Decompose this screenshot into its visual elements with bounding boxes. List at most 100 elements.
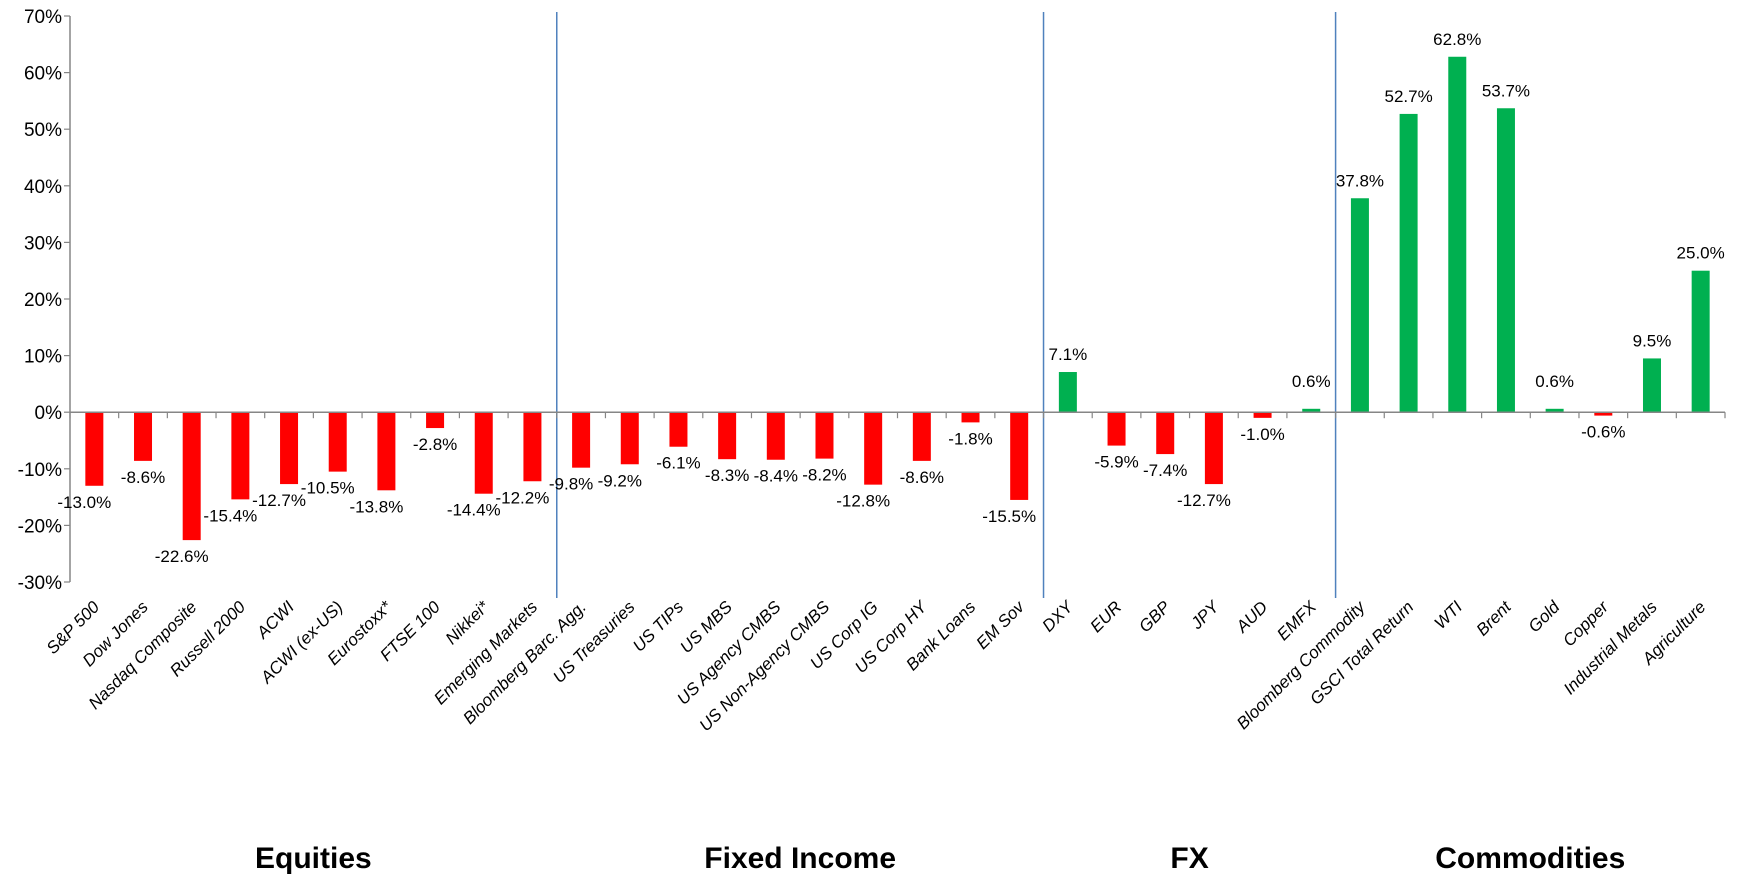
bar [572,412,591,468]
bar [1350,198,1369,413]
data-label: -14.4% [447,501,501,520]
y-tick-label: 20% [24,290,62,311]
group-label: Commodities [1435,842,1625,875]
data-label: -13.0% [57,493,111,512]
bar [85,412,104,486]
bar [669,412,688,447]
bar [1545,408,1564,413]
bar [182,412,201,541]
data-label: -13.8% [349,497,403,516]
bar [1302,408,1321,413]
bar [1594,412,1613,416]
bar [1496,108,1515,413]
data-label: -10.5% [301,479,355,498]
y-tick-label: 0% [35,403,63,424]
category-label: GBP [1135,597,1174,636]
y-tick-label: 60% [24,64,62,85]
bar [231,412,250,500]
y-tick-label: 40% [24,177,62,198]
y-tick-label: 50% [24,120,62,141]
data-label: -7.4% [1143,461,1187,480]
y-tick-label: 10% [24,347,62,368]
bar [1691,270,1710,413]
category-label: Gold [1525,597,1564,636]
bar [1253,412,1272,418]
data-label: 7.1% [1048,345,1087,364]
data-label: -8.4% [754,467,798,486]
axes [64,15,1726,583]
data-label: 52.7% [1385,87,1433,106]
bar [766,412,785,460]
bar [377,412,396,491]
bar [426,412,445,429]
data-labels: -13.0%-8.6%-22.6%-15.4%-12.7%-10.5%-13.8… [57,30,1724,566]
bar [1010,412,1029,500]
data-label: -2.8% [413,435,457,454]
data-label: -15.5% [982,507,1036,526]
category-label: AUD [1232,597,1272,637]
bar [961,412,980,423]
data-label: -1.8% [948,429,992,448]
data-label: 9.5% [1633,331,1672,350]
data-label: -9.2% [598,471,642,490]
bar [1204,412,1223,485]
category-label: ACWI [252,597,298,643]
y-tick-label: 70% [24,7,62,28]
bar [280,412,299,485]
group-label: FX [1170,842,1208,875]
bar [1399,113,1418,413]
data-label: 53.7% [1482,81,1530,100]
bar [1107,412,1126,446]
bar [1058,372,1077,413]
bar [328,412,347,472]
data-label: 25.0% [1677,244,1725,263]
bar [523,412,542,482]
data-label: -0.6% [1581,423,1625,442]
data-label: -6.1% [656,454,700,473]
data-label: -8.6% [900,468,944,487]
data-label: -12.7% [252,491,306,510]
y-axis-tick-labels: -30% -20% -10% 0% 10% 20% 30% 40% 50% 60% 70% [18,7,62,594]
data-label: -15.4% [203,506,257,525]
bar [815,412,834,459]
category-label: Brent [1473,596,1516,639]
group-separators [556,12,1337,598]
bar [1448,56,1467,413]
data-label: 0.6% [1535,372,1574,391]
y-tick-label: 30% [24,233,62,254]
category-label: DXY [1039,596,1078,635]
group-label: Fixed Income [704,842,896,875]
data-label: -5.9% [1094,453,1138,472]
bar [718,412,737,460]
bar [1156,412,1175,455]
data-label: 37.8% [1336,171,1384,190]
category-label: JPY [1187,596,1224,633]
group-labels: Equities Fixed Income FX Commodities [255,842,1625,875]
data-label: -8.6% [121,468,165,487]
bar [134,412,153,461]
data-label: -1.0% [1240,425,1284,444]
data-label: -22.6% [155,547,209,566]
bar [474,412,493,494]
bar [620,412,639,465]
data-label: -12.2% [495,488,549,507]
bars [85,56,1710,541]
data-label: -8.3% [705,466,749,485]
y-tick-label: -10% [18,460,62,481]
category-label: WTI [1431,597,1467,633]
y-tick-label: -20% [18,516,62,537]
data-label: 62.8% [1433,30,1481,49]
data-label: -12.7% [1177,491,1231,510]
data-label: -12.8% [836,492,890,511]
bar [864,412,883,485]
y-tick-label: -30% [18,573,62,594]
category-label: EUR [1087,597,1126,636]
bar [912,412,931,461]
data-label: -8.2% [802,466,846,485]
data-label: -9.8% [549,475,593,494]
category-label: EM Sov [972,596,1029,653]
bar [1642,358,1661,413]
category-label: EMFX [1273,597,1320,644]
